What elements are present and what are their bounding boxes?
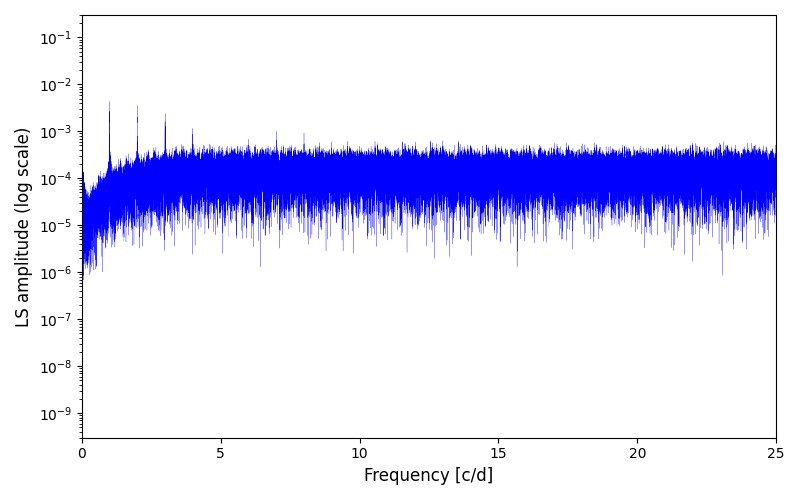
- Y-axis label: LS amplitude (log scale): LS amplitude (log scale): [15, 126, 33, 326]
- X-axis label: Frequency [c/d]: Frequency [c/d]: [364, 467, 494, 485]
